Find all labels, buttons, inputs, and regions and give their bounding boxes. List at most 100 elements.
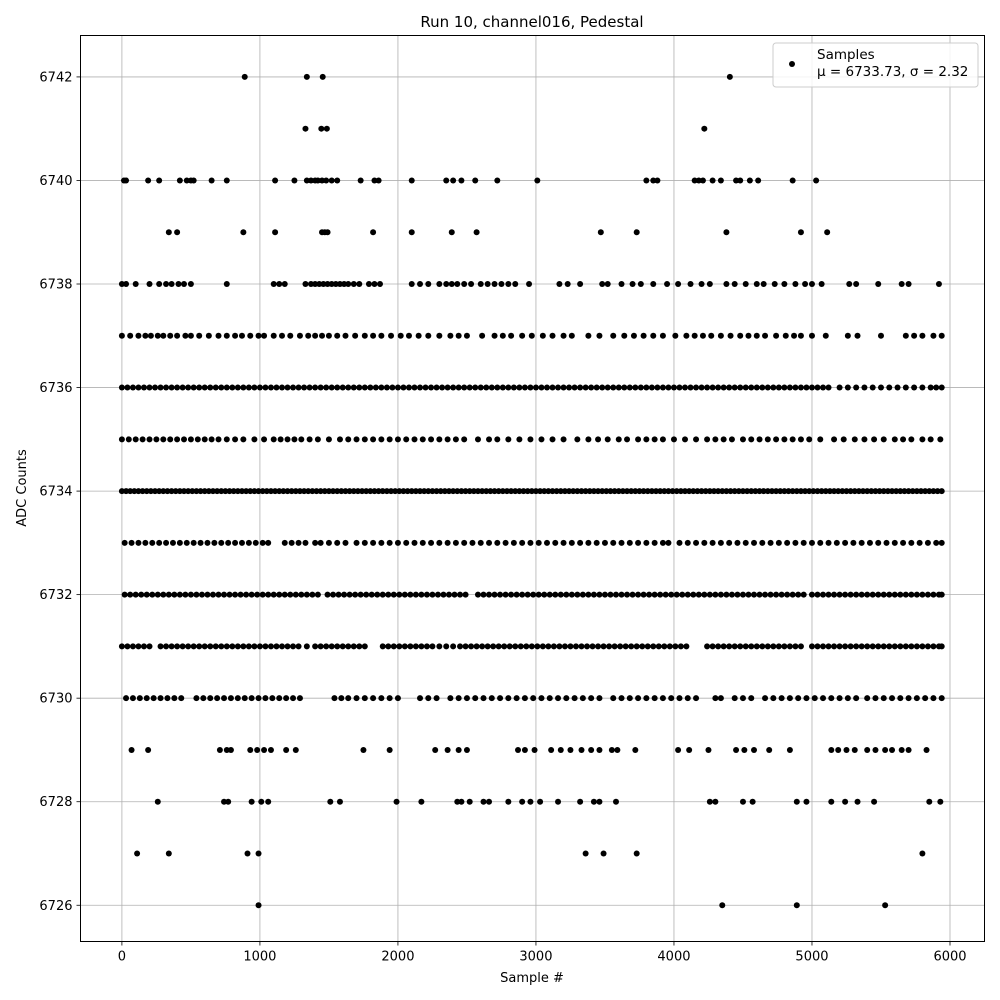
- data-point: [312, 384, 319, 391]
- data-point: [201, 436, 208, 443]
- x-axis-ticks: 0 1000 2000 3000 4000 5000 6000: [118, 941, 967, 965]
- data-point: [781, 384, 788, 391]
- data-point: [886, 384, 893, 391]
- data-point: [599, 281, 606, 288]
- data-point: [814, 643, 821, 650]
- data-point: [937, 436, 944, 443]
- data-point: [650, 177, 657, 184]
- data-point: [118, 436, 125, 443]
- data-point: [450, 177, 457, 184]
- data-point: [175, 281, 182, 288]
- data-point: [221, 695, 228, 702]
- data-point: [163, 539, 170, 546]
- data-point: [653, 488, 660, 495]
- data-point: [651, 539, 658, 546]
- data-point: [706, 488, 713, 495]
- legend: Samples μ = 6733.73, σ = 2.32: [772, 42, 979, 88]
- data-point: [452, 436, 459, 443]
- data-point: [284, 436, 291, 443]
- data-point: [139, 488, 146, 495]
- data-point: [934, 488, 941, 495]
- data-point: [181, 488, 188, 495]
- data-point: [726, 643, 733, 650]
- legend-frame: [772, 42, 979, 88]
- data-point: [709, 177, 716, 184]
- data-point: [292, 591, 299, 598]
- data-point: [728, 436, 735, 443]
- data-point: [930, 643, 937, 650]
- data-point: [223, 332, 230, 339]
- data-point: [550, 643, 557, 650]
- data-point: [458, 177, 465, 184]
- data-point: [375, 177, 382, 184]
- data-point: [664, 281, 671, 288]
- data-point: [154, 798, 161, 805]
- data-point: [320, 281, 327, 288]
- data-point: [480, 591, 487, 598]
- data-point: [176, 488, 183, 495]
- data-point: [864, 488, 871, 495]
- data-point: [844, 695, 851, 702]
- data-point: [510, 539, 517, 546]
- data-point: [251, 488, 258, 495]
- data-point: [330, 488, 337, 495]
- data-point: [291, 177, 298, 184]
- data-point: [802, 488, 809, 495]
- data-point: [342, 488, 349, 495]
- data-point: [334, 177, 341, 184]
- data-point: [561, 643, 568, 650]
- data-point: [577, 798, 584, 805]
- data-point: [628, 643, 635, 650]
- data-point: [189, 488, 196, 495]
- data-point: [296, 695, 303, 702]
- data-point: [218, 384, 225, 391]
- data-point: [458, 488, 465, 495]
- data-point: [869, 591, 876, 598]
- data-point: [513, 695, 520, 702]
- data-point: [215, 591, 222, 598]
- data-point: [767, 591, 774, 598]
- data-point: [298, 591, 305, 598]
- data-point: [643, 384, 650, 391]
- data-point: [665, 384, 672, 391]
- data-point: [781, 436, 788, 443]
- data-point: [209, 488, 216, 495]
- data-point: [323, 177, 330, 184]
- data-point: [401, 591, 408, 598]
- data-point: [706, 281, 713, 288]
- data-point: [461, 384, 468, 391]
- y-tick-label: 6742: [39, 70, 72, 85]
- data-point: [252, 539, 259, 546]
- data-point: [234, 643, 241, 650]
- data-point: [643, 177, 650, 184]
- data-point: [272, 229, 279, 236]
- data-point: [585, 539, 592, 546]
- data-point: [270, 436, 277, 443]
- data-point: [292, 488, 299, 495]
- data-point: [793, 902, 800, 909]
- data-point: [418, 643, 425, 650]
- data-point: [223, 643, 230, 650]
- data-point: [847, 643, 854, 650]
- data-point: [695, 591, 702, 598]
- data-point: [651, 591, 658, 598]
- data-point: [483, 384, 490, 391]
- data-point: [828, 695, 835, 702]
- data-point: [149, 539, 156, 546]
- data-point: [800, 539, 807, 546]
- data-point: [129, 643, 136, 650]
- data-point: [820, 695, 827, 702]
- data-point: [303, 643, 310, 650]
- data-point: [908, 591, 915, 598]
- data-point: [886, 591, 893, 598]
- data-point: [359, 488, 366, 495]
- data-point: [247, 332, 254, 339]
- data-point: [632, 488, 639, 495]
- data-point: [726, 384, 733, 391]
- data-point: [461, 539, 468, 546]
- data-point: [595, 488, 602, 495]
- data-point: [510, 384, 517, 391]
- data-point: [174, 643, 181, 650]
- data-point: [317, 539, 324, 546]
- data-point: [875, 281, 882, 288]
